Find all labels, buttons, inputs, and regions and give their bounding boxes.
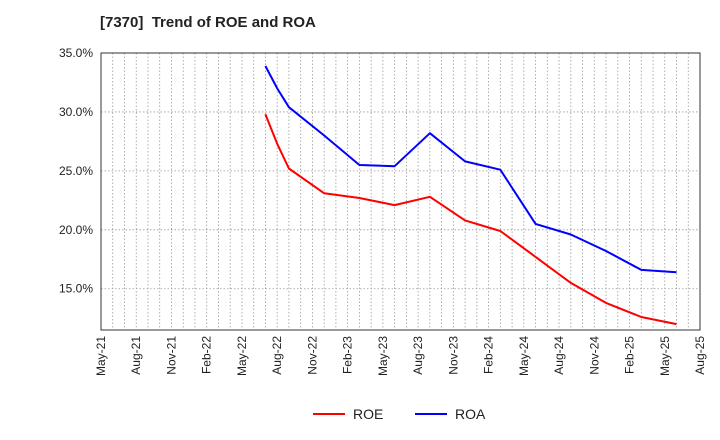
x-tick-label: Nov-22: [305, 336, 319, 375]
grid-layer: [101, 52, 700, 330]
x-tick-label: Aug-22: [270, 336, 284, 375]
y-tick-label: 15.0%: [59, 282, 93, 296]
legend: ROE ROA: [313, 406, 486, 422]
x-tick-label: Nov-21: [164, 336, 178, 375]
x-tick-label: Feb-22: [200, 336, 214, 374]
legend-label-roa: ROA: [455, 406, 486, 422]
y-tick-label: 30.0%: [59, 105, 93, 119]
x-tick-label: May-21: [94, 336, 108, 376]
y-tick-label: 35.0%: [59, 46, 93, 60]
x-tick-label: Aug-24: [552, 336, 566, 375]
series-line-roe: [264, 113, 677, 326]
series-layer: [264, 65, 677, 326]
y-tick-label: 20.0%: [59, 223, 93, 237]
x-tick-label: May-25: [658, 336, 672, 376]
x-tick-label: Aug-23: [411, 336, 425, 375]
plot-frame: [100, 52, 701, 331]
chart-title: [7370] Trend of ROE and ROA: [100, 14, 316, 31]
legend-label-roe: ROE: [353, 406, 383, 422]
axis-layer: 15.0% 20.0% 25.0% 30.0% 35.0% May-21 Aug-21 Nov…: [59, 46, 707, 376]
x-tick-label: Aug-21: [129, 336, 143, 375]
y-tick-label: 25.0%: [59, 164, 93, 178]
x-tick-label: Nov-24: [587, 336, 601, 375]
x-tick-label: May-23: [376, 336, 390, 376]
x-tick-label: Aug-25: [693, 336, 707, 375]
x-tick-label: Nov-23: [446, 336, 460, 375]
x-tick-label: Feb-23: [341, 336, 355, 374]
x-tick-label: Feb-25: [623, 336, 637, 374]
x-tick-label: May-24: [517, 336, 531, 376]
series-line-roa: [264, 65, 677, 274]
x-tick-label: May-22: [235, 336, 249, 376]
x-tick-label: Feb-24: [482, 336, 496, 374]
plot-area: [101, 53, 700, 330]
